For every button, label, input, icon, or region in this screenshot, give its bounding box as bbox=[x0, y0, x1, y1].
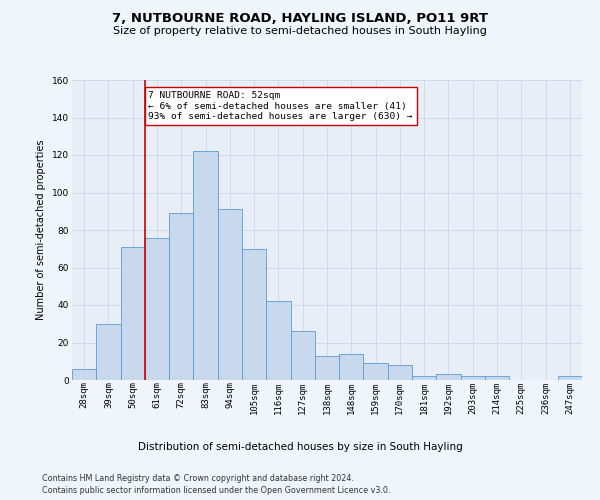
Bar bbox=[364, 363, 388, 380]
Bar bbox=[461, 376, 485, 380]
Bar bbox=[485, 376, 509, 380]
Bar bbox=[388, 365, 412, 380]
Bar bbox=[558, 376, 582, 380]
Bar bbox=[169, 213, 193, 380]
Bar bbox=[290, 331, 315, 380]
Bar bbox=[96, 324, 121, 380]
Bar bbox=[266, 301, 290, 380]
Y-axis label: Number of semi-detached properties: Number of semi-detached properties bbox=[37, 140, 46, 320]
Text: Contains public sector information licensed under the Open Government Licence v3: Contains public sector information licen… bbox=[42, 486, 391, 495]
Bar bbox=[412, 376, 436, 380]
Bar bbox=[315, 356, 339, 380]
Text: Distribution of semi-detached houses by size in South Hayling: Distribution of semi-detached houses by … bbox=[137, 442, 463, 452]
Text: Size of property relative to semi-detached houses in South Hayling: Size of property relative to semi-detach… bbox=[113, 26, 487, 36]
Bar bbox=[339, 354, 364, 380]
Text: Contains HM Land Registry data © Crown copyright and database right 2024.: Contains HM Land Registry data © Crown c… bbox=[42, 474, 354, 483]
Text: 7 NUTBOURNE ROAD: 52sqm
← 6% of semi-detached houses are smaller (41)
93% of sem: 7 NUTBOURNE ROAD: 52sqm ← 6% of semi-det… bbox=[149, 91, 413, 121]
Bar bbox=[436, 374, 461, 380]
Bar bbox=[145, 238, 169, 380]
Bar bbox=[121, 247, 145, 380]
Text: 7, NUTBOURNE ROAD, HAYLING ISLAND, PO11 9RT: 7, NUTBOURNE ROAD, HAYLING ISLAND, PO11 … bbox=[112, 12, 488, 26]
Bar bbox=[242, 248, 266, 380]
Bar bbox=[218, 210, 242, 380]
Bar bbox=[193, 151, 218, 380]
Bar bbox=[72, 369, 96, 380]
